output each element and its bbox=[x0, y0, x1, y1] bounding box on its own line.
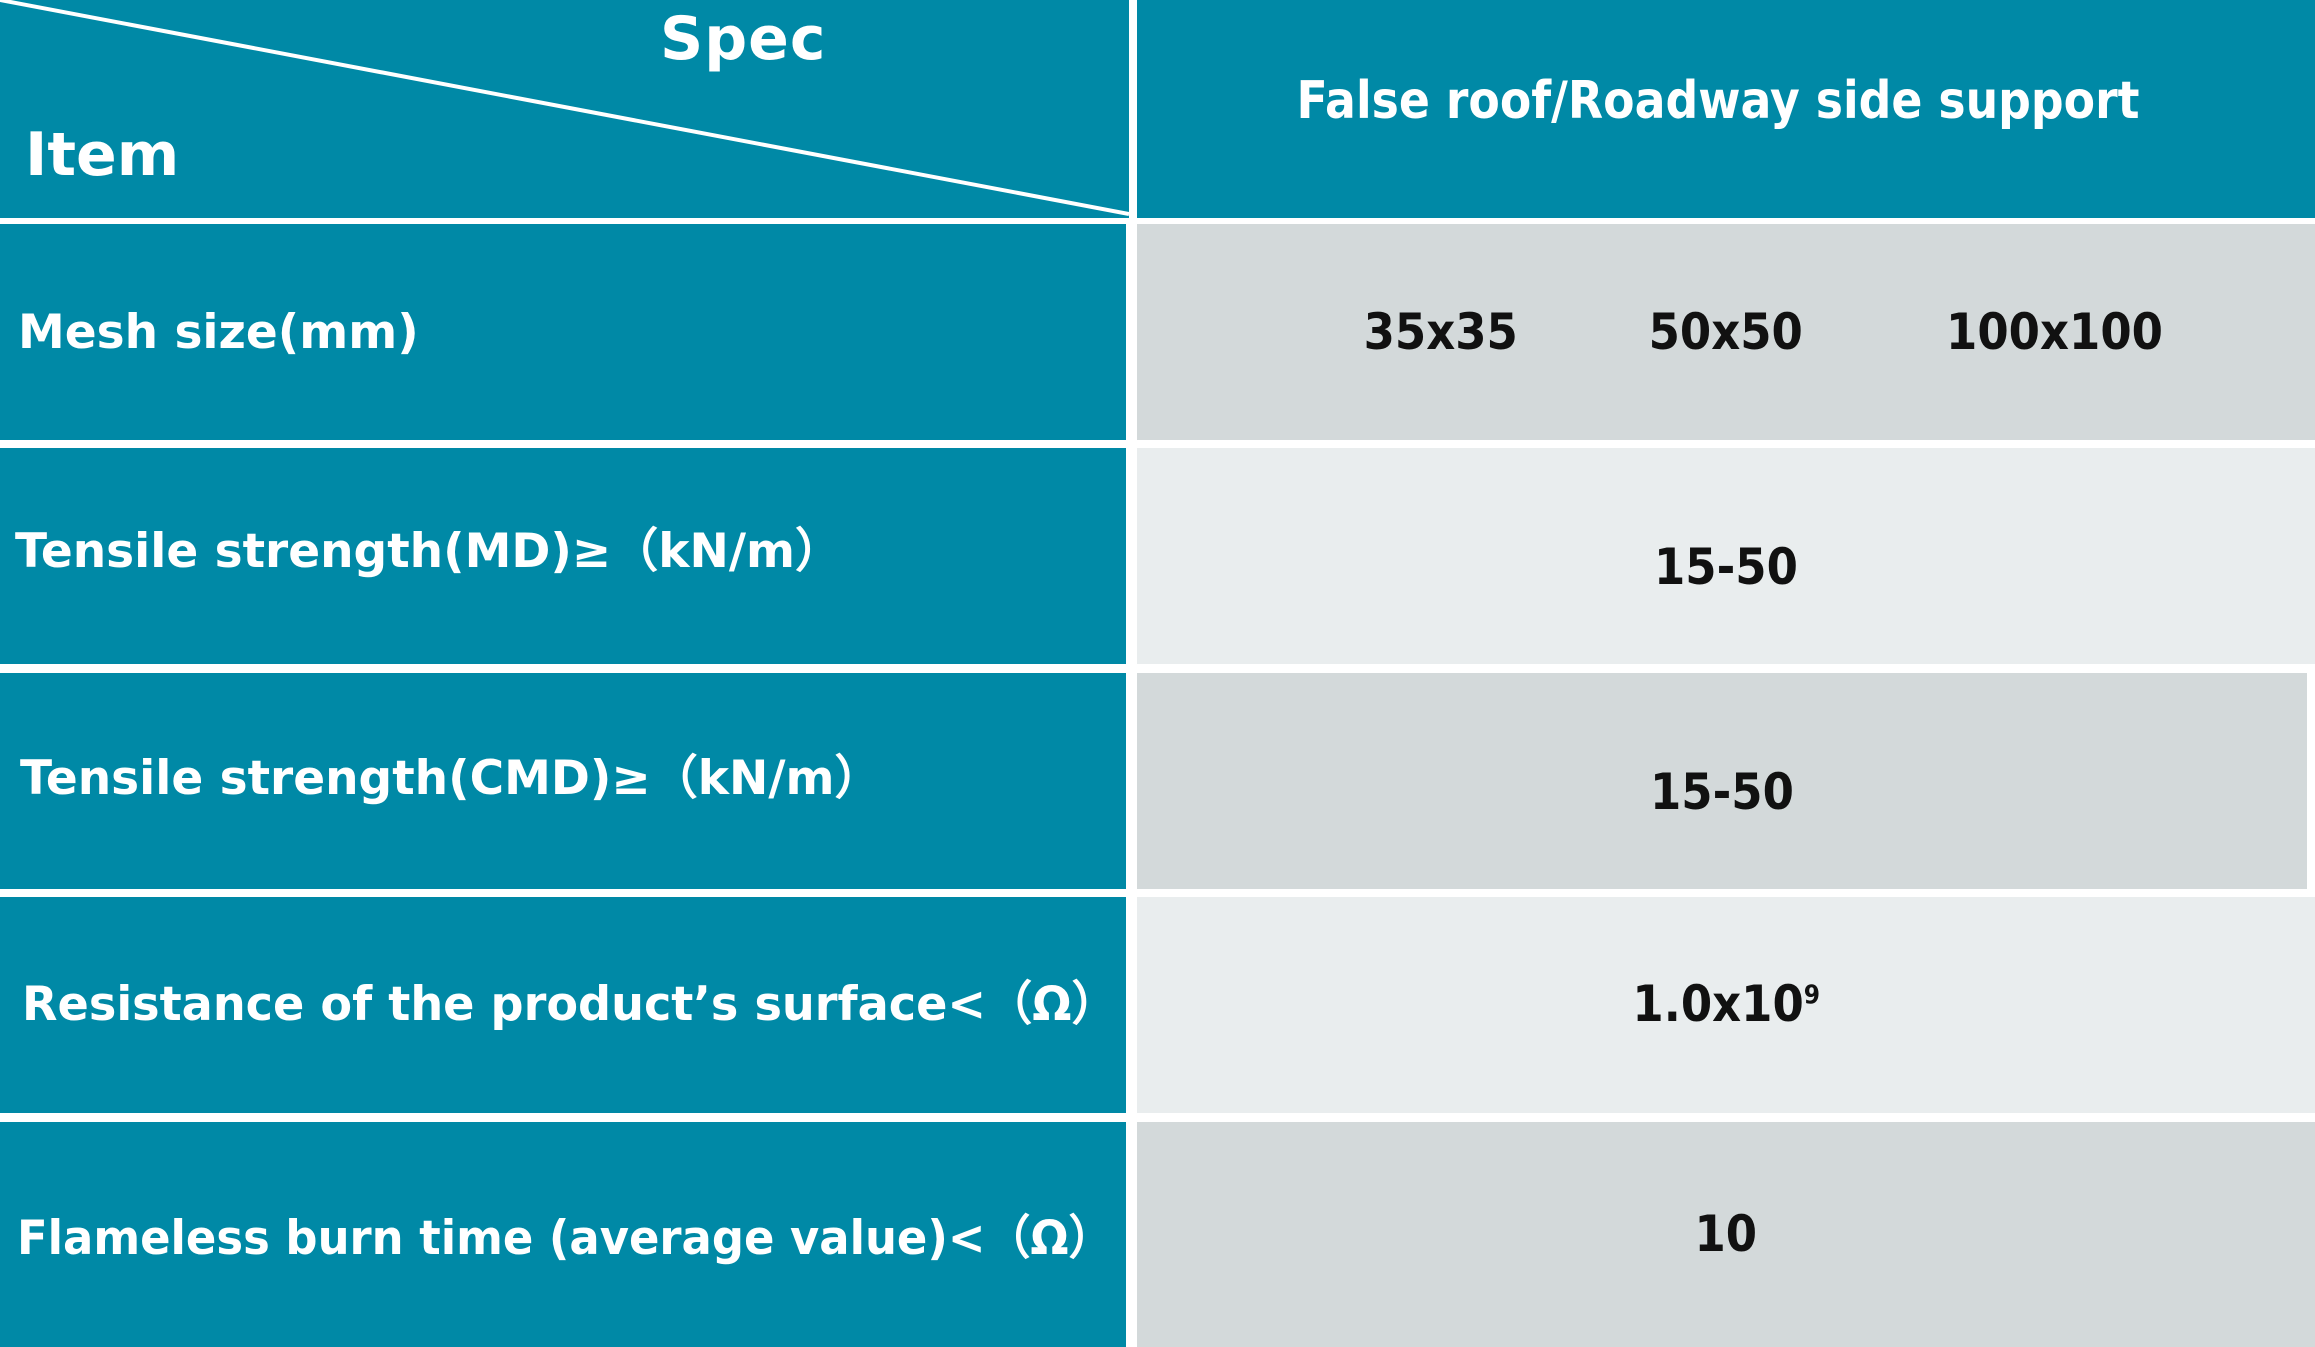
resistance-value-base: 1.0x10 bbox=[1632, 975, 1804, 1033]
row-value-flameless-burn: 10 bbox=[1137, 1122, 2315, 1347]
mesh-size-value-3: 100x100 bbox=[1946, 303, 2163, 361]
mesh-size-values: 35x35 50x50 100x100 bbox=[1137, 224, 2315, 440]
header-column-title-cell: False roof/Roadway side support bbox=[1137, 0, 2315, 218]
tensile-md-value: 15-50 bbox=[1654, 538, 1798, 596]
flameless-burn-value: 10 bbox=[1694, 1204, 1758, 1263]
row-label-tensile-cmd: Tensile strength(CMD)≥（kN/m） bbox=[0, 673, 1126, 889]
row-label-text: Mesh size(mm) bbox=[18, 304, 419, 360]
row-value-tensile-cmd: 15-50 bbox=[1137, 673, 2307, 889]
row-label-text: Flameless burn time (average value)<（Ω） bbox=[17, 1211, 1114, 1266]
mesh-size-value-1: 35x35 bbox=[1363, 303, 1518, 361]
mesh-size-value-2: 50x50 bbox=[1648, 303, 1803, 361]
row-label-flameless-burn: Flameless burn time (average value)<（Ω） bbox=[0, 1122, 1126, 1347]
header-corner-cell: Spec Item bbox=[0, 0, 1129, 218]
row-label-text: Tensile strength(MD)≥（kN/m） bbox=[15, 523, 842, 579]
header-item-label: Item bbox=[25, 120, 180, 190]
resistance-value: 1.0x109 bbox=[1632, 975, 1820, 1033]
row-label-tensile-md: Tensile strength(MD)≥（kN/m） bbox=[0, 448, 1126, 664]
row-label-resistance: Resistance of the product’s surface<（Ω） bbox=[0, 897, 1126, 1113]
header-spec-label: Spec bbox=[660, 4, 827, 74]
row-label-text: Tensile strength(CMD)≥（kN/m） bbox=[20, 750, 882, 806]
row-value-tensile-md: 15-50 bbox=[1137, 448, 2315, 664]
diagonal-divider bbox=[0, 0, 1129, 216]
row-value-resistance: 1.0x109 bbox=[1137, 897, 2315, 1113]
tensile-cmd-value: 15-50 bbox=[1650, 763, 1794, 821]
row-value-mesh-size: 35x35 50x50 100x100 bbox=[1137, 224, 2315, 440]
header-column-title: False roof/Roadway side support bbox=[1296, 71, 2140, 131]
row-label-mesh-size: Mesh size(mm) bbox=[0, 224, 1126, 440]
resistance-value-exponent: 9 bbox=[1803, 980, 1820, 1011]
row-label-text: Resistance of the product’s surface<（Ω） bbox=[22, 976, 1118, 1032]
